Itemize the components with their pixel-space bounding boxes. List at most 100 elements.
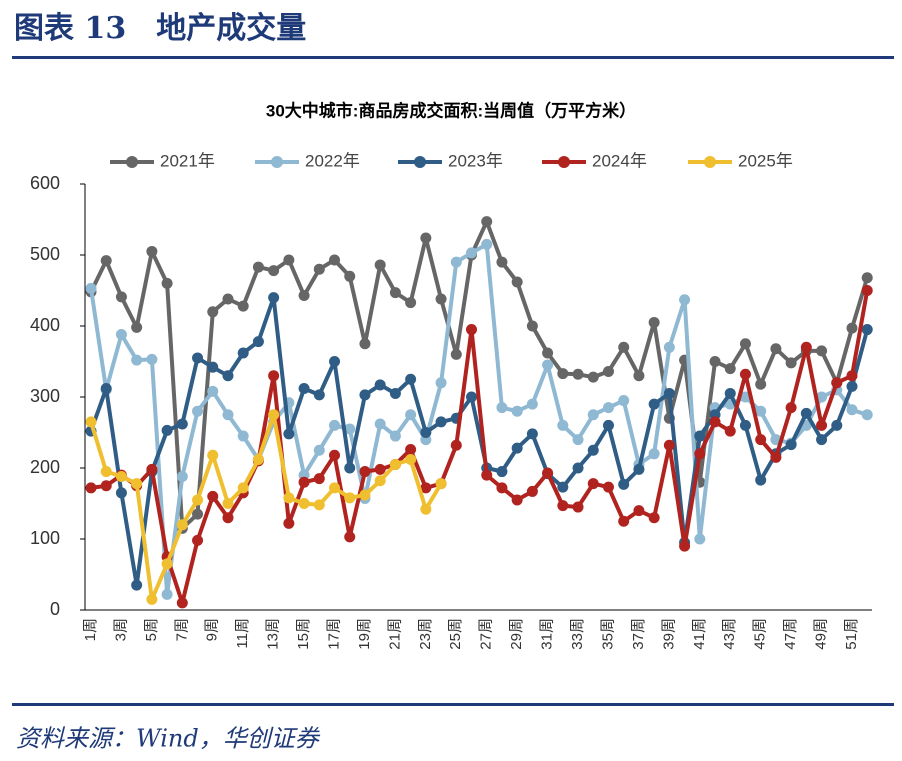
data-point [329, 254, 341, 266]
data-point [572, 434, 584, 446]
data-point [739, 368, 751, 380]
data-point [846, 380, 858, 392]
y-tick-label: 0 [50, 599, 60, 619]
legend-marker [126, 156, 138, 168]
x-tick-label: 21周 [386, 618, 403, 650]
series-line [89, 412, 443, 602]
x-tick-label: 25周 [447, 618, 464, 650]
data-point [389, 458, 401, 470]
data-point [85, 482, 97, 494]
data-point [450, 439, 462, 451]
data-point [542, 467, 554, 479]
data-point [557, 419, 569, 431]
data-point [542, 347, 554, 359]
data-point [755, 434, 767, 446]
data-point [405, 297, 417, 309]
x-tick-label: 47周 [782, 618, 799, 650]
data-point [313, 444, 325, 456]
data-point [344, 270, 356, 282]
data-point [344, 531, 356, 543]
data-point [161, 277, 173, 289]
data-point [192, 352, 204, 364]
data-point [374, 475, 386, 487]
data-point [816, 419, 828, 431]
data-point [633, 370, 645, 382]
data-point [481, 216, 493, 228]
series-line [89, 219, 870, 531]
x-tick-label: 37周 [630, 618, 647, 650]
x-tick-label: 33周 [569, 618, 586, 650]
data-point [511, 494, 523, 506]
x-tick-label: 39周 [660, 618, 677, 650]
data-point [222, 512, 234, 524]
data-point [587, 371, 599, 383]
data-point [481, 238, 493, 250]
data-point [405, 409, 417, 421]
data-point [450, 256, 462, 268]
data-point [283, 254, 295, 266]
data-point [466, 247, 477, 259]
data-point [663, 439, 675, 451]
data-point [420, 503, 432, 515]
data-point [602, 481, 614, 493]
data-point [496, 402, 508, 414]
x-tick-label: 11周 [234, 618, 251, 649]
data-point [176, 418, 188, 430]
data-point [831, 419, 843, 431]
y-tick-label: 500 [30, 244, 60, 264]
y-tick-label: 300 [30, 386, 60, 406]
data-point [222, 293, 234, 305]
data-point [359, 389, 371, 401]
data-point [557, 500, 569, 512]
data-point [587, 478, 599, 490]
x-tick-label: 27周 [478, 618, 495, 650]
data-point [268, 370, 280, 382]
data-point [648, 512, 660, 524]
data-point [298, 476, 310, 488]
data-point [344, 492, 356, 504]
data-point [192, 494, 204, 506]
data-point [694, 533, 706, 545]
data-point [329, 356, 341, 367]
x-tick-label: 7周 [173, 618, 190, 641]
footer-rule [12, 703, 894, 706]
data-point [146, 245, 158, 257]
x-tick-label: 23周 [417, 618, 434, 650]
legend-label: 2025年 [738, 151, 793, 170]
data-point [709, 356, 721, 367]
data-point [100, 466, 112, 478]
data-point [435, 377, 447, 389]
y-tick-label: 400 [30, 315, 60, 335]
data-point [283, 492, 295, 504]
data-point [450, 348, 462, 360]
data-point [542, 359, 554, 371]
data-point [237, 347, 249, 359]
y-tick-label: 600 [30, 173, 60, 193]
data-point [222, 370, 234, 382]
data-point [694, 430, 706, 442]
y-tick-label: 200 [30, 457, 60, 477]
legend-marker [704, 156, 716, 168]
data-point [131, 579, 143, 591]
data-point [861, 272, 873, 284]
data-point [389, 287, 401, 299]
x-tick-label: 29周 [508, 618, 525, 650]
data-point [557, 481, 569, 493]
data-point [861, 285, 873, 296]
x-tick-label: 49周 [813, 618, 830, 650]
data-point [374, 379, 386, 391]
data-point [587, 409, 599, 421]
data-point [389, 387, 401, 399]
data-point [694, 448, 706, 460]
data-point [679, 294, 691, 306]
data-point [816, 434, 828, 446]
series-line [90, 290, 870, 605]
legend-marker [271, 156, 283, 168]
data-point [207, 449, 219, 461]
data-point [146, 353, 158, 365]
data-point [816, 345, 828, 357]
data-point [800, 341, 812, 353]
data-point [800, 407, 812, 419]
data-point [739, 338, 751, 350]
